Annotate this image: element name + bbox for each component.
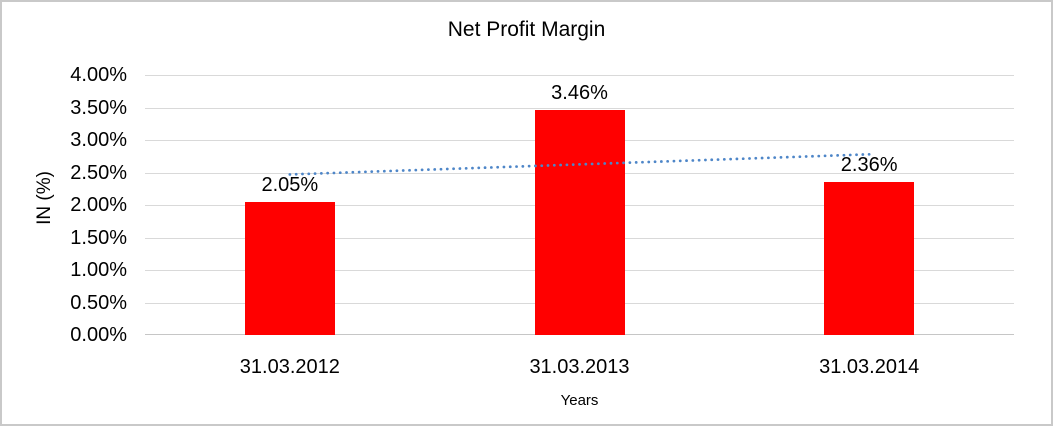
y-tick-label: 4.00%	[70, 64, 127, 86]
bar	[824, 181, 915, 335]
y-tick-label: 1.50%	[70, 226, 127, 249]
y-tick-label: 2.50%	[70, 161, 127, 184]
gridline	[145, 75, 1014, 76]
bar	[534, 110, 625, 335]
y-tick-label: 2.00%	[70, 194, 127, 216]
data-label: 3.46%	[551, 82, 608, 105]
data-label: 2.05%	[261, 173, 319, 196]
x-axis-title: Years	[560, 392, 599, 409]
y-tick-label: 0.00%	[70, 324, 127, 346]
data-label: 2.36%	[840, 153, 898, 176]
y-tick-label: 1.00%	[70, 259, 127, 281]
x-category-label: 31.03.2012	[239, 356, 340, 378]
trendline-path	[288, 152, 871, 176]
y-tick-label: 3.50%	[70, 96, 127, 119]
trendline	[288, 152, 871, 176]
x-category-label: 31.03.2014	[819, 356, 920, 378]
y-tick-label: 0.50%	[70, 291, 127, 314]
x-category-label: 31.03.2013	[529, 356, 630, 378]
y-tick-label: 3.00%	[70, 129, 127, 151]
chart-title: Net Profit Margin	[447, 18, 606, 41]
gridline	[145, 108, 1014, 109]
bar	[244, 201, 335, 335]
plot-area: 2.05% 3.46% 2.36%	[145, 75, 1014, 335]
